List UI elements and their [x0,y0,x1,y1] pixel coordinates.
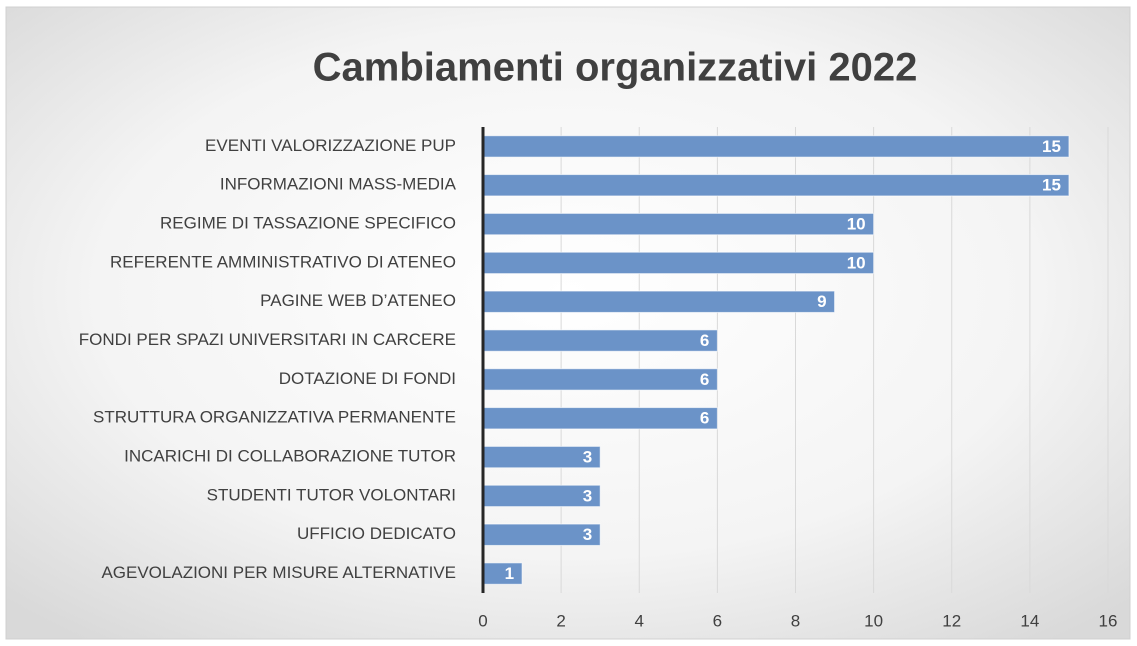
y-tick-label: INCARICHI DI COLLABORAZIONE TUTOR [124,447,456,466]
value-label: 1 [505,564,514,583]
y-tick-label: AGEVOLAZIONI PER MISURE ALTERNATIVE [101,563,456,582]
value-label: 10 [847,253,866,272]
bar [482,135,1070,158]
value-label: 3 [583,448,592,467]
bar [482,368,718,391]
x-tick-label: 2 [556,611,565,630]
x-tick-label: 16 [1099,611,1118,630]
value-label: 9 [817,292,826,311]
value-label: 6 [700,370,709,389]
x-tick-label: 12 [942,611,961,630]
value-label: 3 [583,486,592,505]
y-tick-label: PAGINE WEB D’ATENEO [260,291,456,310]
x-tick-label: 14 [1020,611,1039,630]
x-tick-label: 6 [713,611,722,630]
x-tick-label: 10 [864,611,883,630]
y-tick-label: DOTAZIONE DI FONDI [279,369,456,388]
x-tick-label: 4 [635,611,644,630]
y-tick-label: UFFICIO DEDICATO [297,524,456,543]
y-tick-label: INFORMAZIONI MASS-MEDIA [220,175,457,194]
y-tick-label: REFERENTE AMMINISTRATIVO DI ATENEO [110,252,456,271]
y-tick-label: EVENTI VALORIZZAZIONE PUP [205,136,456,155]
bar [482,407,718,430]
value-label: 3 [583,525,592,544]
chart-title: Cambiamenti organizzativi 2022 [313,46,918,90]
y-tick-label: FONDI PER SPAZI UNIVERSITARI IN CARCERE [79,330,456,349]
bar [482,329,718,352]
x-tick-label: 8 [791,611,800,630]
value-label: 6 [700,331,709,350]
y-tick-label: STUDENTI TUTOR VOLONTARI [207,485,456,504]
bar [482,174,1070,197]
y-tick-label: REGIME DI TASSAZIONE SPECIFICO [160,214,456,233]
bar [482,251,875,275]
value-label: 10 [847,215,866,234]
value-label: 15 [1042,176,1061,195]
y-tick-label: STRUTTURA ORGANIZZATIVA PERMANENTE [93,408,456,427]
bar [482,562,523,585]
bar [482,290,836,313]
value-label: 15 [1042,137,1061,156]
value-label: 6 [700,409,709,428]
x-tick-label: 0 [478,611,487,630]
bar [482,212,875,236]
